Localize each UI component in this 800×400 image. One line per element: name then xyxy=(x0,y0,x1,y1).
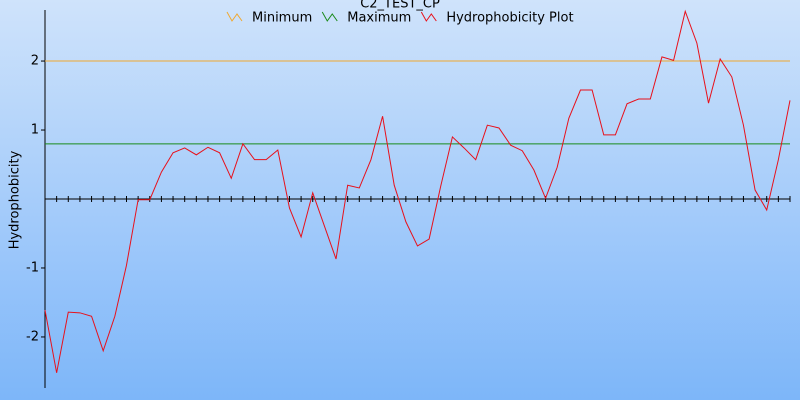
y-axis-label: Hydrophobicity xyxy=(8,150,23,249)
y-tick-label: 2 xyxy=(31,54,39,69)
legend-icon xyxy=(226,11,243,22)
legend-label: Hydrophobicity Plot xyxy=(446,11,573,26)
chart-title: C2_TEST_CP xyxy=(360,0,440,12)
y-tick-label: 1 xyxy=(31,123,39,138)
legend-label: Maximum xyxy=(347,11,411,26)
series-line xyxy=(44,9,791,373)
y-tick-label: -2 xyxy=(26,329,39,344)
legend-label: Minimum xyxy=(252,11,312,26)
legend-icon xyxy=(321,11,338,22)
y-tick-label: -1 xyxy=(26,260,39,275)
legend-icon xyxy=(420,11,437,22)
